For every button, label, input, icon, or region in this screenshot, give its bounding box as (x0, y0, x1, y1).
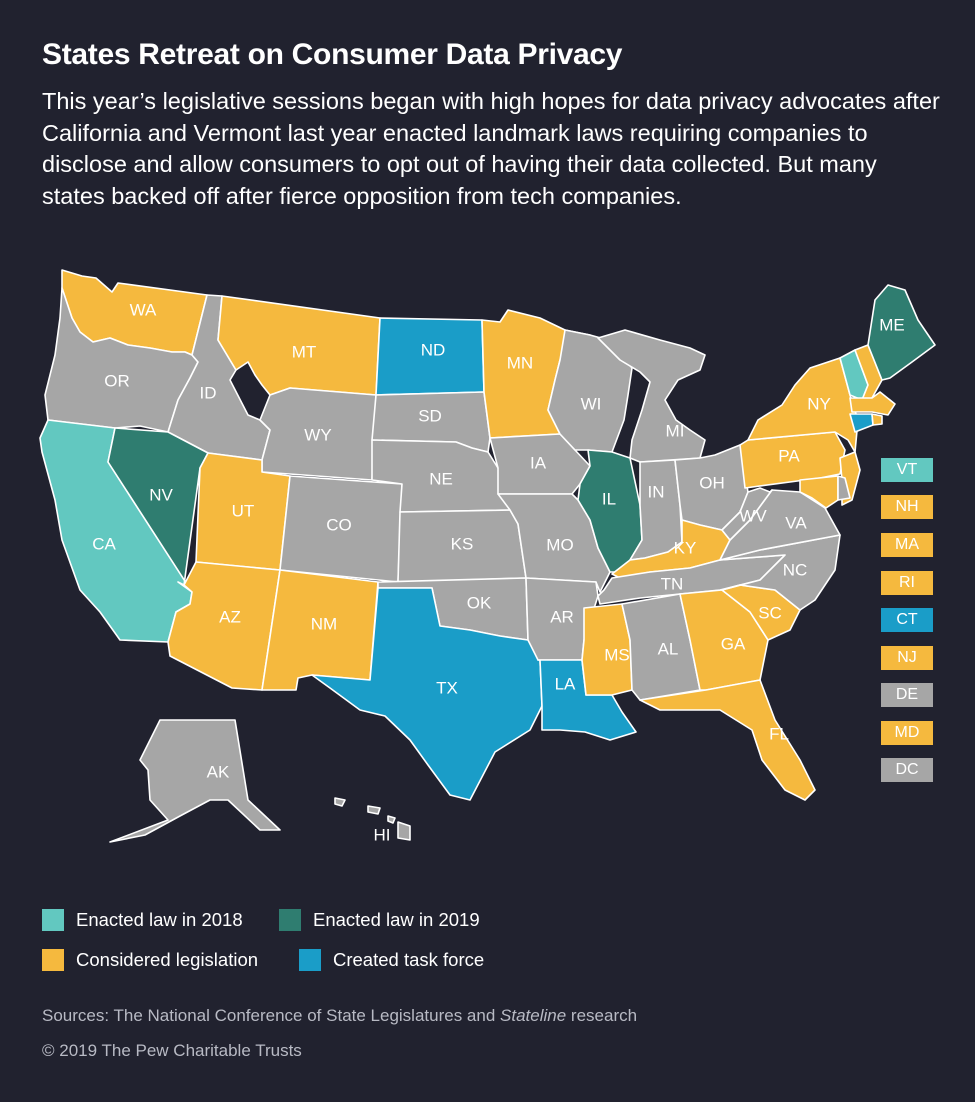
state-label-ne: NE (429, 469, 453, 488)
legend-label: Enacted law in 2018 (76, 909, 243, 930)
state-label-ar: AR (550, 607, 574, 626)
state-label-ut: UT (232, 501, 255, 520)
state-hi (334, 797, 411, 841)
state-label-ga: GA (721, 634, 746, 653)
state-label-al: AL (658, 639, 679, 658)
state-label-mn: MN (507, 353, 533, 372)
state-label-il: IL (602, 489, 616, 508)
state-label-oh: OH (699, 473, 725, 492)
sources-text: Sources: The National Conference of Stat… (42, 1006, 501, 1025)
legend-item: Enacted law in 2018 (42, 909, 243, 931)
state-label-sd: SD (418, 406, 442, 425)
state-label-ms: MS (604, 645, 630, 664)
state-me (867, 284, 936, 381)
small-state-box-ri: RI (881, 571, 933, 595)
state-label-nc: NC (783, 560, 808, 579)
state-label-wy: WY (304, 425, 331, 444)
state-ak (109, 719, 281, 843)
state-label-me: ME (879, 315, 905, 334)
state-mi (597, 329, 706, 463)
state-label-ny: NY (807, 394, 831, 413)
state-label-az: AZ (219, 607, 241, 626)
state-label-hi: HI (374, 825, 391, 844)
legend-swatch (42, 909, 64, 931)
state-label-mo: MO (546, 535, 573, 554)
small-state-box-de: DE (881, 683, 933, 707)
state-label-ks: KS (451, 534, 474, 553)
state-label-wa: WA (130, 300, 157, 319)
state-label-tn: TN (661, 574, 684, 593)
small-state-box-vt: VT (881, 458, 933, 482)
state-ma (849, 391, 896, 416)
legend-label: Enacted law in 2019 (313, 909, 480, 930)
legend-swatch (279, 909, 301, 931)
legend-swatch (299, 949, 321, 971)
state-label-ca: CA (92, 534, 116, 553)
legend-item: Considered legislation (42, 949, 258, 971)
legend-item: Enacted law in 2019 (279, 909, 480, 931)
state-ri (871, 413, 883, 426)
state-mo (497, 493, 611, 593)
state-label-wv: WV (739, 506, 767, 525)
small-state-box-ma: MA (881, 533, 933, 557)
state-label-nv: NV (149, 485, 173, 504)
state-ct (849, 413, 874, 433)
state-label-pa: PA (778, 446, 800, 465)
legend-item: Created task force (299, 949, 484, 971)
small-state-box-ct: CT (881, 608, 933, 632)
state-label-nd: ND (421, 340, 446, 359)
sources-suffix-text: research (566, 1006, 638, 1025)
state-label-ak: AK (207, 762, 230, 781)
state-label-mi: MI (666, 421, 685, 440)
sources-note: Sources: The National Conference of Stat… (42, 1006, 637, 1026)
state-label-id: ID (200, 383, 217, 402)
state-label-nm: NM (311, 614, 337, 633)
state-label-va: VA (785, 513, 807, 532)
page-subtitle: This year’s legislative sessions began w… (42, 88, 940, 209)
state-label-ky: KY (674, 538, 697, 557)
state-de (837, 475, 851, 501)
page-title: States Retreat on Consumer Data Privacy (42, 38, 623, 71)
state-label-wi: WI (581, 394, 602, 413)
state-label-fl: FL (769, 724, 789, 743)
small-state-box-md: MD (881, 721, 933, 745)
state-label-sc: SC (758, 603, 782, 622)
state-fl (639, 679, 816, 801)
small-state-box-nh: NH (881, 495, 933, 519)
state-label-co: CO (326, 515, 352, 534)
state-label-la: LA (555, 674, 576, 693)
state-label-tx: TX (436, 678, 458, 697)
state-tx (311, 587, 543, 801)
sources-italic-text: Stateline (500, 1006, 567, 1025)
legend-label: Considered legislation (76, 949, 259, 970)
state-label-or: OR (104, 371, 130, 390)
state-label-ia: IA (530, 453, 547, 472)
state-pa (739, 431, 846, 489)
small-state-box-dc: DC (881, 758, 933, 782)
small-state-box-nj: NJ (881, 646, 933, 670)
state-label-mt: MT (292, 342, 317, 361)
legend-label: Created task force (333, 949, 485, 970)
state-label-in: IN (648, 482, 665, 501)
legend-swatch (42, 949, 64, 971)
copyright-note: © 2019 The Pew Charitable Trusts (42, 1041, 302, 1060)
state-label-ok: OK (467, 593, 492, 612)
state-wv (721, 487, 773, 541)
